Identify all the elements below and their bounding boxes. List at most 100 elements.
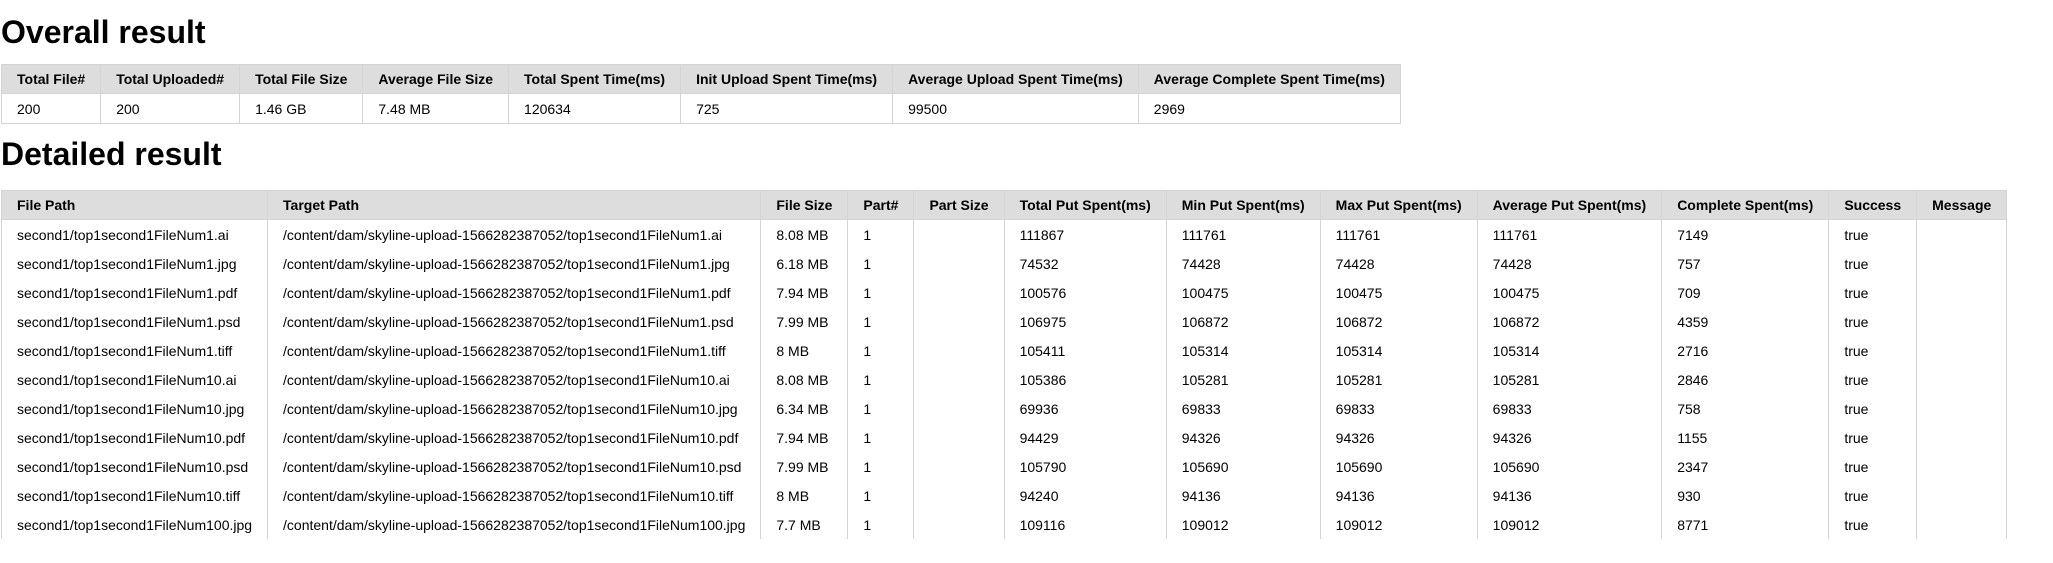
target-path-cell: /content/dam/skyline-upload-156628238705… [267, 249, 762, 278]
average-file-size: 7.48 MB [362, 93, 510, 124]
part-count-cell: 1 [847, 394, 915, 423]
header-average-upload-spent-time: Average Upload Spent Time(ms) [892, 64, 1139, 94]
target-path-cell: /content/dam/skyline-upload-156628238705… [267, 307, 762, 336]
header-part-count: Part# [847, 190, 915, 220]
max-put-spent-cell: 94326 [1319, 423, 1478, 452]
message-cell [1916, 219, 2008, 249]
file-path-cell: second1/top1second1FileNum1.ai [0, 219, 269, 249]
table-row: second1/top1second1FileNum1.jpg/content/… [0, 249, 2008, 278]
header-average-file-size: Average File Size [362, 64, 510, 94]
detailed-header-row: File Path Target Path File Size Part# Pa… [0, 190, 2008, 220]
part-size-cell [913, 481, 1005, 510]
total-put-spent-cell: 94240 [1003, 481, 1167, 510]
file-size-cell: 7.94 MB [760, 423, 849, 452]
header-file-path: File Path [0, 190, 269, 220]
total-put-spent-cell: 94429 [1003, 423, 1167, 452]
part-count-cell: 1 [847, 307, 915, 336]
part-size-cell [913, 219, 1005, 249]
average-put-spent-cell: 74428 [1476, 249, 1663, 278]
file-size-cell: 8.08 MB [760, 365, 849, 394]
success-cell: true [1828, 423, 1918, 452]
part-size-cell [913, 510, 1005, 539]
part-count-cell: 1 [847, 336, 915, 365]
success-cell: true [1828, 452, 1918, 481]
header-complete-spent: Complete Spent(ms) [1661, 190, 1830, 220]
min-put-spent-cell: 94136 [1165, 481, 1321, 510]
file-size-cell: 8.08 MB [760, 219, 849, 249]
table-row: second1/top1second1FileNum1.tiff/content… [0, 336, 2008, 365]
target-path-cell: /content/dam/skyline-upload-156628238705… [267, 481, 762, 510]
complete-spent-cell: 2347 [1661, 452, 1830, 481]
header-total-file-size: Total File Size [239, 64, 364, 94]
success-cell: true [1828, 307, 1918, 336]
success-cell: true [1828, 510, 1918, 539]
header-success: Success [1828, 190, 1918, 220]
success-cell: true [1828, 365, 1918, 394]
header-total-put-spent: Total Put Spent(ms) [1003, 190, 1167, 220]
success-cell: true [1828, 278, 1918, 307]
average-put-spent-cell: 94136 [1476, 481, 1663, 510]
part-size-cell [913, 365, 1005, 394]
file-size-cell: 8 MB [760, 481, 849, 510]
file-size-cell: 6.34 MB [760, 394, 849, 423]
total-put-spent-cell: 109116 [1003, 510, 1167, 539]
part-count-cell: 1 [847, 278, 915, 307]
header-total-spent-time: Total Spent Time(ms) [508, 64, 682, 94]
total-put-spent-cell: 111867 [1003, 219, 1167, 249]
part-count-cell: 1 [847, 249, 915, 278]
file-size-cell: 6.18 MB [760, 249, 849, 278]
complete-spent-cell: 930 [1661, 481, 1830, 510]
part-count-cell: 1 [847, 219, 915, 249]
min-put-spent-cell: 74428 [1165, 249, 1321, 278]
target-path-cell: /content/dam/skyline-upload-156628238705… [267, 394, 762, 423]
message-cell [1916, 452, 2008, 481]
target-path-cell: /content/dam/skyline-upload-156628238705… [267, 423, 762, 452]
message-cell [1916, 423, 2008, 452]
message-cell [1916, 307, 2008, 336]
table-row: second1/top1second1FileNum100.jpg/conten… [0, 510, 2008, 539]
header-target-path: Target Path [267, 190, 762, 220]
min-put-spent-cell: 105690 [1165, 452, 1321, 481]
table-row: second1/top1second1FileNum10.pdf/content… [0, 423, 2008, 452]
target-path-cell: /content/dam/skyline-upload-156628238705… [267, 510, 762, 539]
table-row: second1/top1second1FileNum10.psd/content… [0, 452, 2008, 481]
average-complete-spent-time: 2969 [1137, 93, 1401, 124]
table-row: second1/top1second1FileNum10.ai/content/… [0, 365, 2008, 394]
file-path-cell: second1/top1second1FileNum1.pdf [0, 278, 269, 307]
file-size-cell: 7.7 MB [760, 510, 849, 539]
complete-spent-cell: 4359 [1661, 307, 1830, 336]
message-cell [1916, 278, 2008, 307]
file-size-cell: 7.99 MB [760, 452, 849, 481]
header-total-file-count: Total File# [0, 64, 102, 94]
min-put-spent-cell: 105314 [1165, 336, 1321, 365]
target-path-cell: /content/dam/skyline-upload-156628238705… [267, 219, 762, 249]
total-spent-time: 120634 [508, 93, 682, 124]
part-size-cell [913, 249, 1005, 278]
file-path-cell: second1/top1second1FileNum1.jpg [0, 249, 269, 278]
part-size-cell [913, 336, 1005, 365]
detailed-result-body: second1/top1second1FileNum1.ai/content/d… [0, 219, 2008, 539]
header-min-put-spent: Min Put Spent(ms) [1165, 190, 1321, 220]
file-path-cell: second1/top1second1FileNum10.pdf [0, 423, 269, 452]
header-message: Message [1916, 190, 2008, 220]
table-row: second1/top1second1FileNum10.tiff/conten… [0, 481, 2008, 510]
init-upload-spent-time: 725 [680, 93, 894, 124]
file-path-cell: second1/top1second1FileNum10.ai [0, 365, 269, 394]
complete-spent-cell: 7149 [1661, 219, 1830, 249]
part-size-cell [913, 452, 1005, 481]
part-size-cell [913, 394, 1005, 423]
min-put-spent-cell: 111761 [1165, 219, 1321, 249]
average-put-spent-cell: 94326 [1476, 423, 1663, 452]
message-cell [1916, 481, 2008, 510]
total-put-spent-cell: 105790 [1003, 452, 1167, 481]
complete-spent-cell: 1155 [1661, 423, 1830, 452]
target-path-cell: /content/dam/skyline-upload-156628238705… [267, 365, 762, 394]
detailed-result-table: File Path Target Path File Size Part# Pa… [0, 190, 2008, 539]
part-count-cell: 1 [847, 423, 915, 452]
average-put-spent-cell: 111761 [1476, 219, 1663, 249]
average-put-spent-cell: 105281 [1476, 365, 1663, 394]
average-put-spent-cell: 106872 [1476, 307, 1663, 336]
total-put-spent-cell: 105386 [1003, 365, 1167, 394]
total-file-size: 1.46 GB [239, 93, 364, 124]
max-put-spent-cell: 69833 [1319, 394, 1478, 423]
